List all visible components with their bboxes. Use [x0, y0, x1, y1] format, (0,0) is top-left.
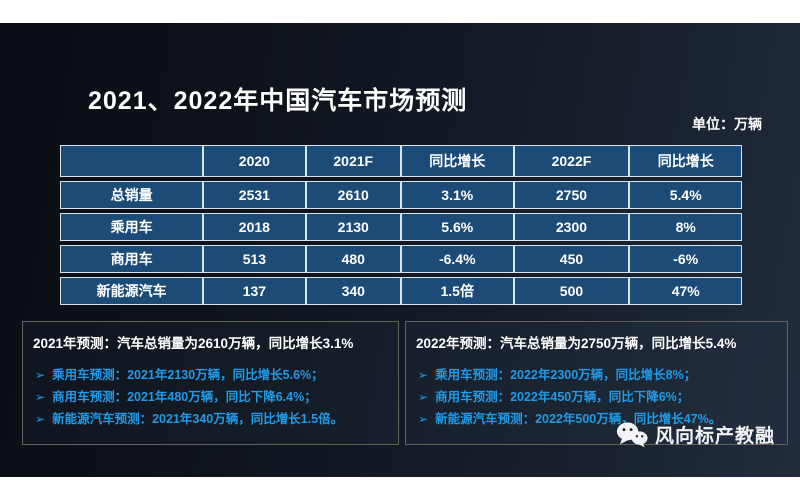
header-cell-yoy-2021: 同比增长 [400, 145, 514, 177]
bullet-text: 乘用车预测：2022年2300万辆，同比增长8%； [435, 368, 697, 382]
bullet-text: 商用车预测：2021年480万辆，同比下降6.4%； [52, 390, 317, 404]
forecast-2021-panel: 2021年预测：汽车总销量为2610万辆，同比增长3.1% ➢ 乘用车预测：20… [22, 321, 399, 445]
arrow-bullet-icon: ➢ [418, 368, 429, 382]
cell-value: 1.5倍 [400, 277, 514, 305]
bullet-text: 乘用车预测：2021年2130万辆，同比增长5.6%； [52, 368, 324, 382]
watermark-label: 风向标产教融 [654, 426, 775, 447]
table-row: 总销量 2531 2610 3.1% 2750 5.4% [60, 181, 742, 209]
table-row: 商用车 513 480 -6.4% 450 -6% [60, 245, 742, 273]
list-item: ➢ 乘用车预测：2022年2300万辆，同比增长8%； [416, 364, 777, 386]
cell-value: 2750 [513, 181, 630, 209]
arrow-bullet-icon: ➢ [35, 390, 46, 404]
arrow-bullet-icon: ➢ [418, 390, 429, 404]
arrow-bullet-icon: ➢ [35, 412, 46, 426]
page-title: 2021、2022年中国汽车市场预测 [88, 87, 468, 115]
table-row: 乘用车 2018 2130 5.6% 2300 8% [60, 213, 742, 241]
cell-value: 2300 [513, 213, 630, 241]
slide-canvas: 2021、2022年中国汽车市场预测 单位：万辆 2020 2021F 同比增长… [0, 23, 800, 477]
cell-value: 5.4% [629, 181, 742, 209]
forecast-2022-title: 2022年预测：汽车总销量为2750万辆，同比增长5.4% [416, 336, 737, 351]
forecast-2021-bullets: ➢ 乘用车预测：2021年2130万辆，同比增长5.6%； ➢ 商用车预测：20… [33, 364, 388, 430]
bullet-text: 新能源汽车预测：2021年340万辆，同比增长1.5倍。 [52, 412, 344, 426]
forecast-2021-title: 2021年预测：汽车总销量为2610万辆，同比增长3.1% [33, 336, 354, 351]
table-row: 新能源汽车 137 340 1.5倍 500 47% [60, 277, 742, 305]
cell-value: 480 [305, 245, 401, 273]
cell-value: 137 [203, 277, 306, 305]
row-label-passenger-vehicle: 乘用车 [60, 213, 204, 241]
cell-value: 8% [629, 213, 742, 241]
list-item: ➢ 商用车预测：2021年480万辆，同比下降6.4%； [33, 386, 388, 408]
cell-value: 5.6% [400, 213, 514, 241]
cell-value: -6% [629, 245, 742, 273]
header-cell-yoy-2022: 同比增长 [629, 145, 742, 177]
forecast-2022-bullets: ➢ 乘用车预测：2022年2300万辆，同比增长8%； ➢ 商用车预测：2022… [416, 364, 777, 430]
forecast-table: 2020 2021F 同比增长 2022F 同比增长 总销量 2531 2610… [60, 141, 742, 309]
header-cell-2022f: 2022F [513, 145, 630, 177]
cell-value: 2531 [203, 181, 306, 209]
cell-value: 2130 [305, 213, 401, 241]
header-cell-blank [60, 145, 204, 177]
watermark: 风向标产教融 [616, 421, 775, 448]
header-cell-2021f: 2021F [305, 145, 401, 177]
row-label-commercial-vehicle: 商用车 [60, 245, 204, 273]
bullet-text: 商用车预测：2022年450万辆，同比下降6%； [435, 390, 690, 404]
cell-value: 2610 [305, 181, 401, 209]
bullet-text: 新能源汽车预测：2022年500万辆，同比增长47%。 [435, 412, 722, 426]
forecast-2022-panel: 2022年预测：汽车总销量为2750万辆，同比增长5.4% ➢ 乘用车预测：20… [405, 321, 788, 445]
cell-value: 340 [305, 277, 401, 305]
arrow-bullet-icon: ➢ [418, 412, 429, 426]
list-item: ➢ 乘用车预测：2021年2130万辆，同比增长5.6%； [33, 364, 388, 386]
unit-label: 单位：万辆 [692, 116, 762, 132]
cell-value: 513 [203, 245, 306, 273]
arrow-bullet-icon: ➢ [35, 368, 46, 382]
wechat-icon [616, 422, 648, 448]
list-item: ➢ 商用车预测：2022年450万辆，同比下降6%； [416, 386, 777, 408]
cell-value: 2018 [203, 213, 306, 241]
cell-value: 47% [629, 277, 742, 305]
row-label-nev: 新能源汽车 [60, 277, 204, 305]
list-item: ➢ 新能源汽车预测：2022年500万辆，同比增长47%。 [416, 408, 777, 430]
table-header-row: 2020 2021F 同比增长 2022F 同比增长 [60, 145, 742, 177]
row-label-total-sales: 总销量 [60, 181, 204, 209]
cell-value: 500 [513, 277, 630, 305]
cell-value: 450 [513, 245, 630, 273]
cell-value: 3.1% [400, 181, 514, 209]
list-item: ➢ 新能源汽车预测：2021年340万辆，同比增长1.5倍。 [33, 408, 388, 430]
cell-value: -6.4% [400, 245, 514, 273]
header-cell-2020: 2020 [203, 145, 306, 177]
